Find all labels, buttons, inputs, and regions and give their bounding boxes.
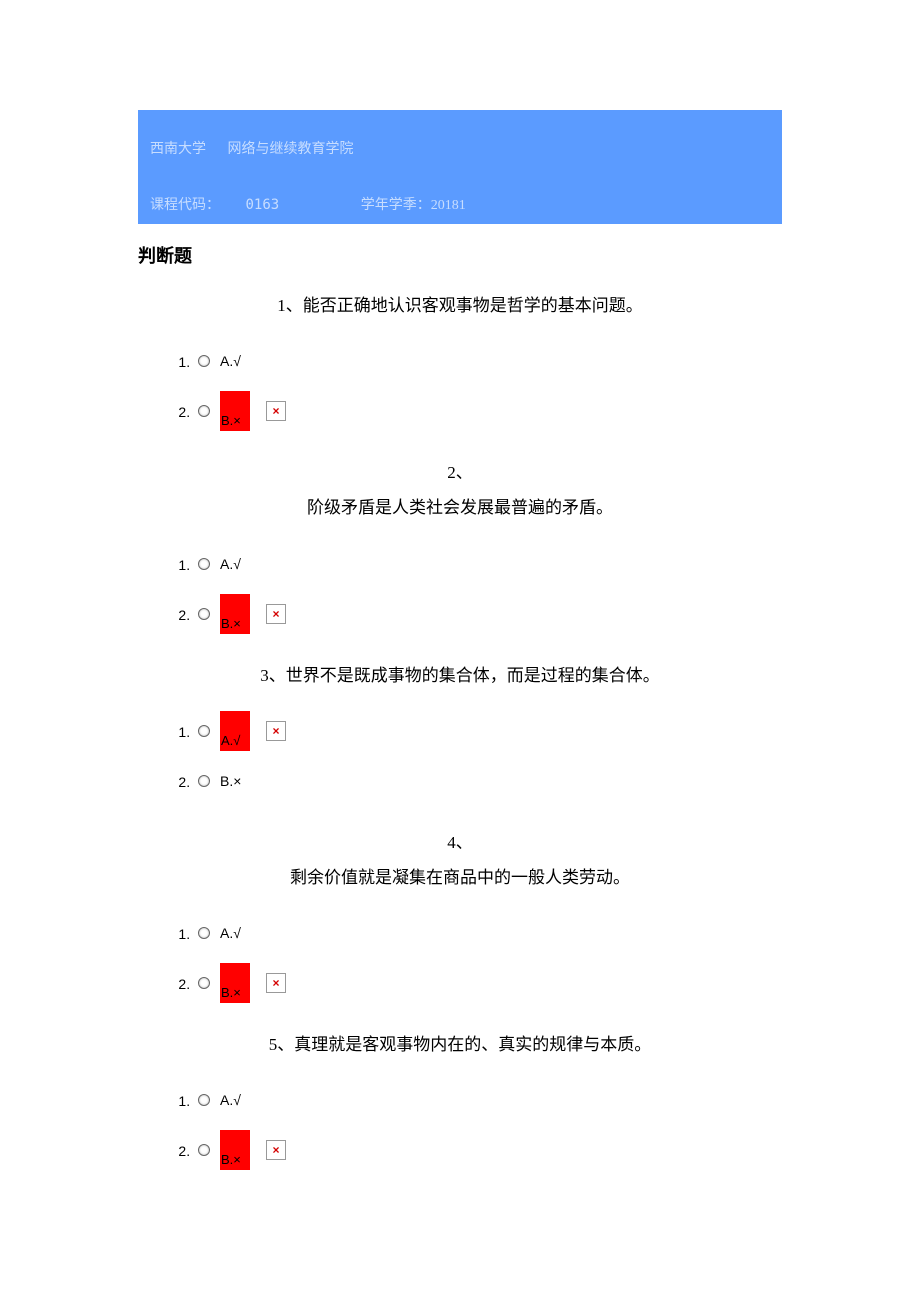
option-inner: B.× ×	[194, 592, 782, 636]
header-line-1: 西南大学 网络与继续教育学院	[138, 110, 782, 170]
option-label: A.√	[220, 556, 241, 572]
university-name: 西南大学	[150, 142, 206, 157]
option-item: B.× ×	[194, 961, 782, 1005]
page: 西南大学 网络与继续教育学院 课程代码： 0163 学年学季：20181 判断题…	[0, 0, 920, 1244]
option-label-highlighted: B.×	[220, 594, 250, 634]
option-item: A.√ ×	[194, 709, 782, 753]
option-item: A.√	[194, 911, 782, 955]
option-item: A.√	[194, 1078, 782, 1122]
option-item: A.√	[194, 542, 782, 586]
broken-image-icon: ×	[266, 973, 286, 993]
question-block: 3、世界不是既成事物的集合体，而是过程的集合体。 A.√ × B.×	[138, 648, 782, 815]
options-list: A.√ × B.×	[138, 697, 782, 815]
broken-image-icon: ×	[266, 604, 286, 624]
options-list: A.√ B.× ×	[138, 327, 782, 445]
question-number: 2、	[138, 445, 782, 488]
option-inner: A.√	[194, 542, 782, 586]
option-radio[interactable]	[198, 725, 210, 737]
option-label: A.√	[220, 925, 241, 941]
course-code-label: 课程代码：	[150, 198, 220, 213]
question-number: 4、	[138, 815, 782, 858]
option-item: B.×	[194, 759, 782, 803]
option-inner: A.√	[194, 1078, 782, 1122]
option-item: B.× ×	[194, 1128, 782, 1172]
option-inner: A.√	[194, 339, 782, 383]
option-item: A.√	[194, 339, 782, 383]
option-label: A.√	[220, 353, 241, 369]
options-list: A.√ B.× ×	[138, 1066, 782, 1184]
header-band: 西南大学 网络与继续教育学院 课程代码： 0163 学年学季：20181	[138, 110, 782, 224]
option-radio[interactable]	[198, 927, 210, 939]
options-list: A.√ B.× ×	[138, 899, 782, 1017]
option-label-highlighted: B.×	[220, 391, 250, 431]
questions-container: 1、能否正确地认识客观事物是哲学的基本问题。A.√B.××2、阶级矛盾是人类社会…	[138, 278, 782, 1184]
school-name: 网络与继续教育学院	[228, 142, 354, 157]
options-list: A.√ B.× ×	[138, 530, 782, 648]
term-value: 20181	[431, 198, 466, 213]
question-text: 3、世界不是既成事物的集合体，而是过程的集合体。	[138, 648, 782, 697]
broken-image-x: ×	[272, 405, 279, 417]
header-line-2: 课程代码： 0163 学年学季：20181	[138, 170, 782, 224]
question-text: 1、能否正确地认识客观事物是哲学的基本问题。	[138, 278, 782, 327]
question-block: 1、能否正确地认识客观事物是哲学的基本问题。 A.√ B.× ×	[138, 278, 782, 445]
option-label: B.×	[220, 773, 241, 789]
option-radio[interactable]	[198, 355, 210, 367]
option-inner: A.√	[194, 911, 782, 955]
option-label-highlighted: B.×	[220, 963, 250, 1003]
option-item: B.× ×	[194, 389, 782, 433]
option-inner: A.√ ×	[194, 709, 782, 753]
course-code-value: 0163	[246, 197, 280, 213]
broken-image-x: ×	[272, 1144, 279, 1156]
option-radio[interactable]	[198, 608, 210, 620]
question-text: 阶级矛盾是人类社会发展最普遍的矛盾。	[138, 488, 782, 529]
option-inner: B.×	[194, 759, 782, 803]
question-text: 5、真理就是客观事物内在的、真实的规律与本质。	[138, 1017, 782, 1066]
option-inner: B.× ×	[194, 389, 782, 433]
option-label-highlighted: A.√	[220, 711, 250, 751]
broken-image-x: ×	[272, 725, 279, 737]
broken-image-x: ×	[272, 977, 279, 989]
broken-image-icon: ×	[266, 721, 286, 741]
broken-image-icon: ×	[266, 401, 286, 421]
question-block: 2、阶级矛盾是人类社会发展最普遍的矛盾。 A.√ B.× ×	[138, 445, 782, 647]
option-radio[interactable]	[198, 405, 210, 417]
question-block: 5、真理就是客观事物内在的、真实的规律与本质。 A.√ B.× ×	[138, 1017, 782, 1184]
option-inner: B.× ×	[194, 961, 782, 1005]
option-radio[interactable]	[198, 775, 210, 787]
option-radio[interactable]	[198, 1144, 210, 1156]
option-label-highlighted: B.×	[220, 1130, 250, 1170]
option-label: A.√	[220, 1092, 241, 1108]
broken-image-icon: ×	[266, 1140, 286, 1160]
question-block: 4、剩余价值就是凝集在商品中的一般人类劳动。 A.√ B.× ×	[138, 815, 782, 1017]
section-title: 判断题	[138, 224, 782, 278]
option-item: B.× ×	[194, 592, 782, 636]
option-radio[interactable]	[198, 558, 210, 570]
option-inner: B.× ×	[194, 1128, 782, 1172]
option-radio[interactable]	[198, 977, 210, 989]
term-label: 学年学季：	[361, 198, 431, 213]
broken-image-x: ×	[272, 608, 279, 620]
question-text: 剩余价值就是凝集在商品中的一般人类劳动。	[138, 858, 782, 899]
option-radio[interactable]	[198, 1094, 210, 1106]
